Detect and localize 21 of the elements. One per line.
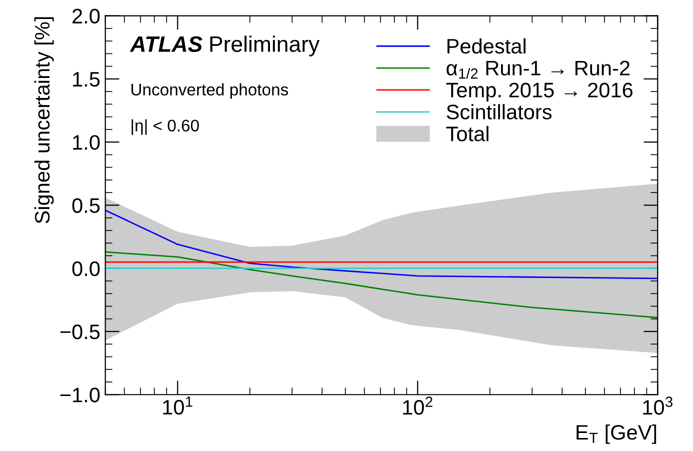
legend-label: Temp. 2015 → 2016 (446, 82, 632, 102)
annotation: Preliminary (210, 36, 320, 56)
y-tick-label: −1.0 (60, 388, 100, 402)
y-axis-title: Signed uncertainty [%] (34, 17, 54, 224)
y-tick-label: 1.0 (73, 135, 100, 150)
y-tick-label: 2.0 (72, 8, 100, 24)
x-tick-label: 10$^{1}$ (163, 396, 192, 415)
y-tick-label: −0.5 (60, 324, 100, 340)
x-tick-label: 10$^{2}$ (403, 396, 432, 415)
legend-label: α$_{1/2}$ Run-1 → Run-2 (446, 60, 630, 79)
y-tick-label: 0.0 (72, 261, 100, 276)
y-tick-label: 0.5 (72, 198, 100, 213)
y-tick-label: 1.5 (73, 72, 100, 87)
legend-label: Scintillators (446, 104, 552, 120)
legend-label: Total (446, 126, 488, 142)
annotation: ATLAS (130, 36, 202, 52)
x-axis-title: E$_{T}$ [GeV] (576, 424, 656, 444)
x-tick-label: 10$^{3}$ (643, 396, 672, 415)
legend-label: Pedestal (447, 38, 526, 54)
annotation: |η| < 0.60 (132, 119, 199, 135)
annotation: Unconverted photons (131, 83, 288, 99)
